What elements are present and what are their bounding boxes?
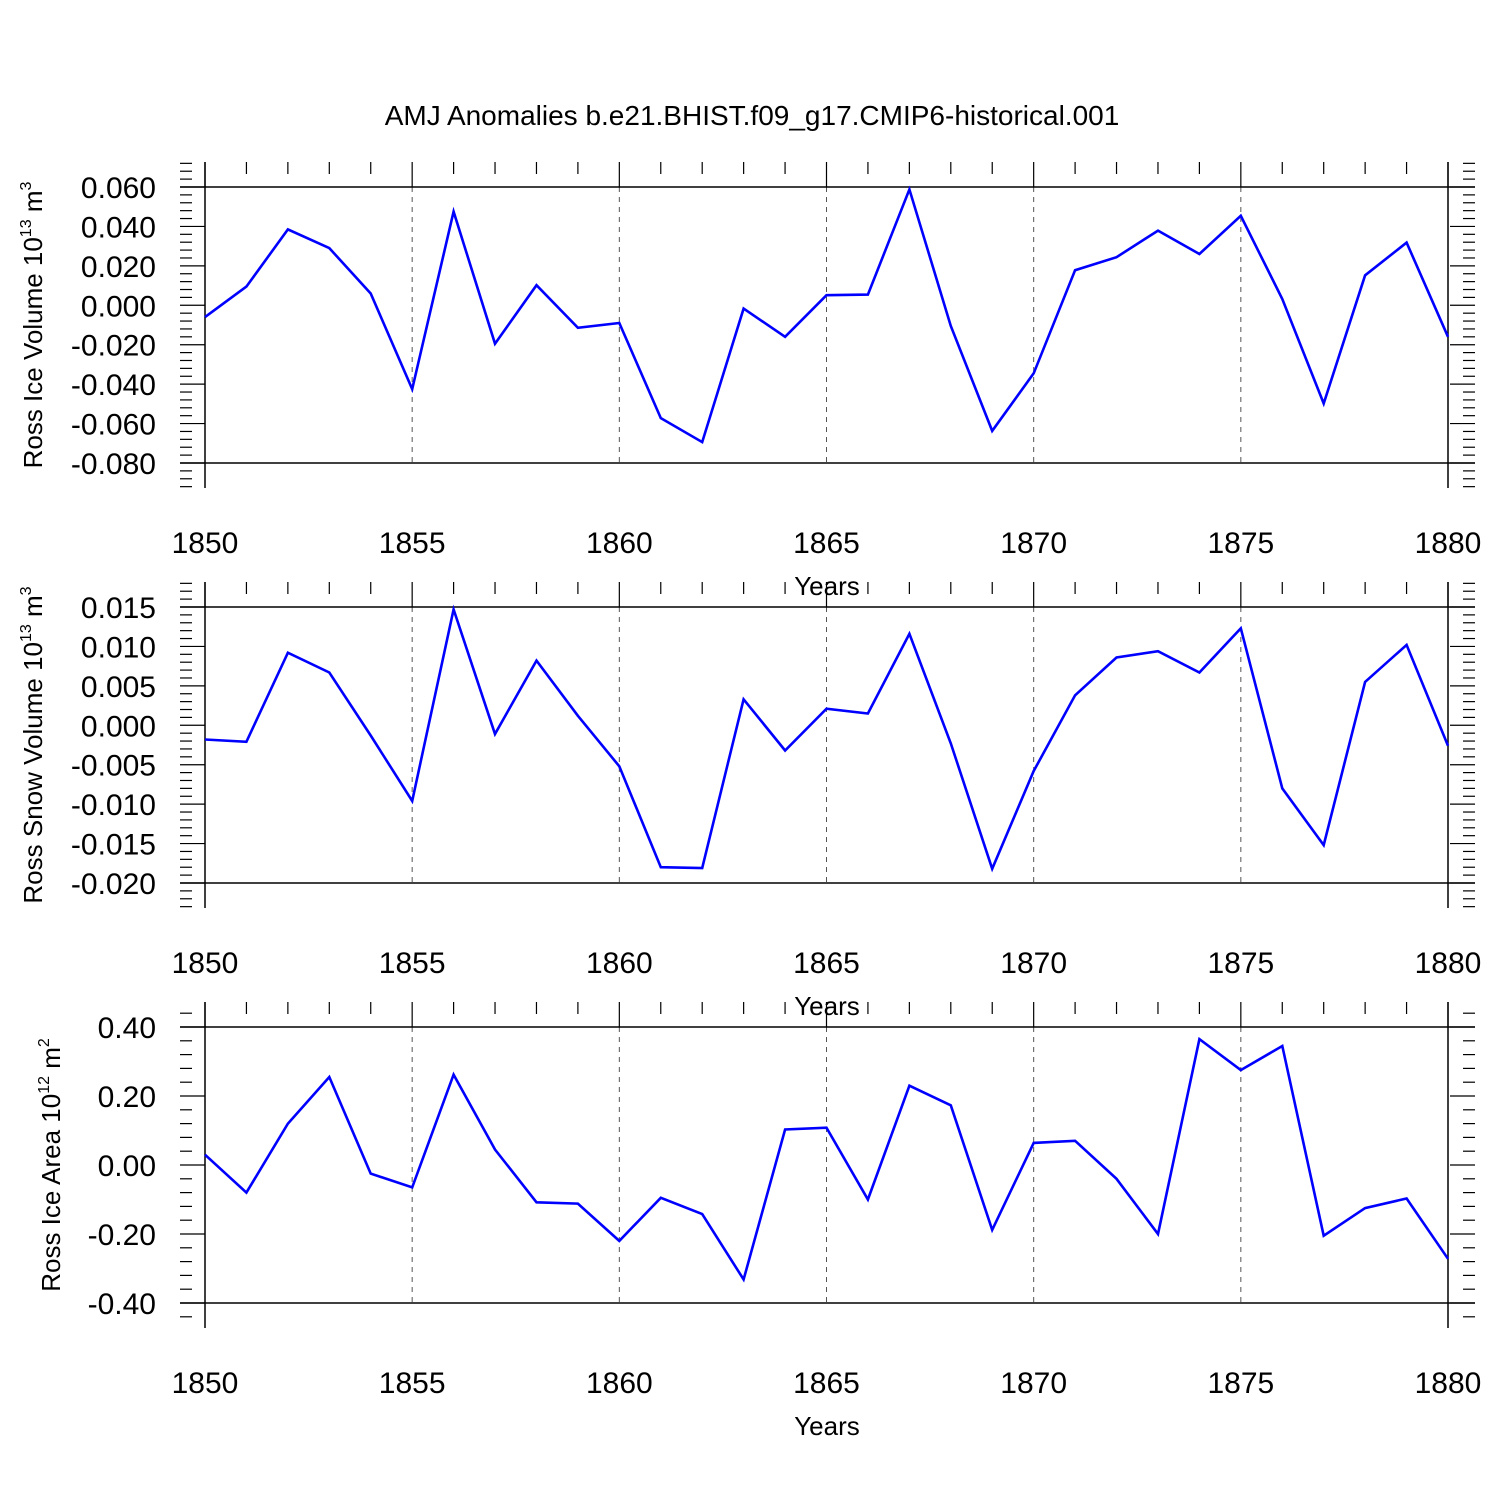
x-tick-label: 1865 <box>793 947 860 980</box>
figure-title: AMJ Anomalies b.e21.BHIST.f09_g17.CMIP6-… <box>385 100 1120 131</box>
chart-panel-3: -0.40 -0.20 0.00 0.20 0.40 1850 1855 1860 1865 18… <box>36 1002 1481 1441</box>
y-axis-label-ylabel-main: Ross Ice Area 10 <box>36 1094 66 1292</box>
x-tick-label: 1870 <box>1000 1367 1067 1400</box>
y-tick-label: 0.015 <box>81 592 156 625</box>
y-axis-label-ylabel-main: Ross Ice Volume 10 <box>18 237 48 468</box>
y-tick-label: 0.005 <box>81 671 156 704</box>
x-tick-label: 1860 <box>586 527 653 560</box>
y-tick-label: -0.20 <box>88 1219 156 1252</box>
x-tick-label: 1865 <box>793 1367 860 1400</box>
y-tick-label: -0.040 <box>71 369 156 402</box>
y-tick-label: 0.000 <box>81 710 156 743</box>
x-tick-label: 1850 <box>172 527 239 560</box>
y-tick-label: -0.020 <box>71 868 156 901</box>
series-line <box>204 185 1450 445</box>
series-line <box>204 604 1450 873</box>
y-tick-label: 0.040 <box>81 211 156 244</box>
y-tick-label: 0.020 <box>81 251 156 284</box>
x-tick-label: 1875 <box>1207 527 1274 560</box>
y-axis-label-ylabel-unit-exp: 3 <box>18 586 35 595</box>
y-tick-label: -0.015 <box>71 829 156 862</box>
chart-panel-1: -0.080 -0.060 -0.040 -0.020 0.000 0.020 0.040 0… <box>18 162 1481 601</box>
x-tick-label: 1855 <box>379 947 446 980</box>
series-line <box>204 1036 1450 1283</box>
y-tick-label: 0.20 <box>98 1081 156 1114</box>
x-axis-label: Years <box>794 1411 860 1441</box>
y-axis-label-ylabel-main: Ross Snow Volume 10 <box>18 642 48 904</box>
x-tick-label: 1875 <box>1207 947 1274 980</box>
y-tick-label: 0.060 <box>81 172 156 205</box>
x-tick-label: 1880 <box>1415 947 1482 980</box>
y-tick-label: -0.080 <box>71 448 156 481</box>
y-axis-label-ylabel-unit: m <box>18 595 48 624</box>
x-tick-label: 1850 <box>172 1367 239 1400</box>
y-tick-label: -0.005 <box>71 750 156 783</box>
y-axis-label-ylabel-unit-exp: 3 <box>18 181 35 190</box>
x-tick-label: 1870 <box>1000 947 1067 980</box>
y-tick-label: -0.010 <box>71 789 156 822</box>
x-tick-label: 1860 <box>586 947 653 980</box>
y-axis-label-ylabel-exp: 13 <box>18 624 35 642</box>
x-tick-label: 1860 <box>586 1367 653 1400</box>
y-axis-label: Ross Ice Area 1012 m2 <box>36 1038 66 1292</box>
y-tick-label: -0.020 <box>71 330 156 363</box>
x-tick-label: 1850 <box>172 947 239 980</box>
y-axis-label: Ross Snow Volume 1013 m3 <box>18 586 48 903</box>
x-tick-label: 1855 <box>379 1367 446 1400</box>
y-axis-label-ylabel-exp: 12 <box>36 1076 53 1094</box>
y-axis-label-ylabel-unit: m <box>36 1047 66 1076</box>
x-tick-label: 1855 <box>379 527 446 560</box>
y-axis-label-ylabel-unit-exp: 2 <box>36 1038 53 1047</box>
x-tick-label: 1875 <box>1207 1367 1274 1400</box>
chart-panel-2: -0.020 -0.015 -0.010 -0.005 0.000 0.005 0.010 0… <box>18 582 1481 1021</box>
y-tick-label: 0.010 <box>81 631 156 664</box>
x-tick-label: 1870 <box>1000 527 1067 560</box>
x-tick-label: 1880 <box>1415 1367 1482 1400</box>
y-tick-label: 0.00 <box>98 1150 156 1183</box>
x-tick-label: 1880 <box>1415 527 1482 560</box>
x-tick-label: 1865 <box>793 527 860 560</box>
y-tick-label: 0.000 <box>81 290 156 323</box>
y-tick-label: 0.40 <box>98 1012 156 1045</box>
y-axis-label: Ross Ice Volume 1013 m3 <box>18 181 48 468</box>
y-axis-label-ylabel-exp: 13 <box>18 219 35 237</box>
panels: -0.080 -0.060 -0.040 -0.020 0.000 0.020 0.040 0… <box>18 162 1481 1441</box>
y-axis-label-ylabel-unit: m <box>18 190 48 219</box>
y-tick-label: -0.060 <box>71 409 156 442</box>
y-tick-label: -0.40 <box>88 1288 156 1321</box>
